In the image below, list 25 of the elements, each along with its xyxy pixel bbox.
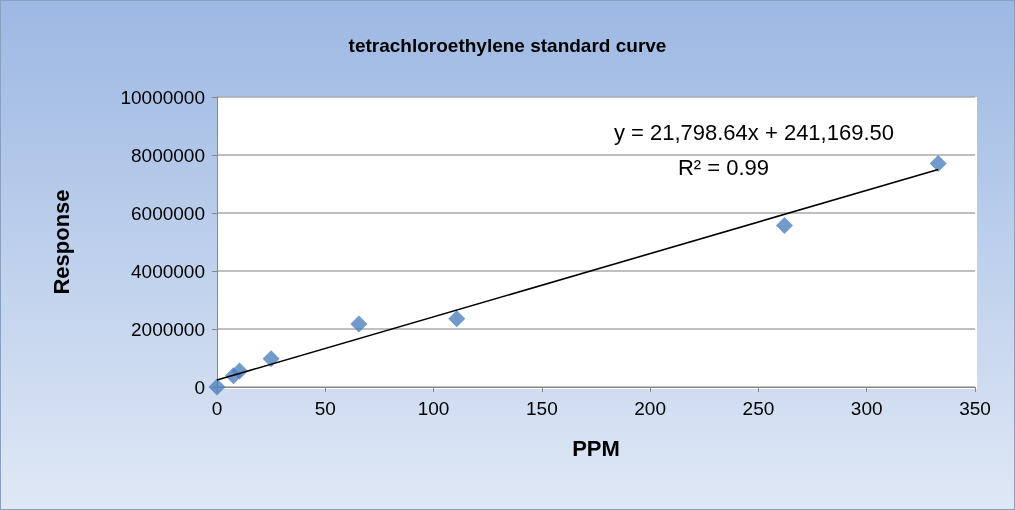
point <box>262 350 280 368</box>
point <box>208 378 226 396</box>
x-tick-label: 200 <box>634 398 666 419</box>
y-tick-label: 6000000 <box>131 202 205 224</box>
y-tick-label: 10000000 <box>120 86 205 108</box>
x-tick-label: 350 <box>959 398 991 419</box>
y-tick-label: 0 <box>194 376 205 398</box>
x-tick-label: 100 <box>417 398 450 419</box>
y-tick-label: 2000000 <box>131 318 205 340</box>
point <box>775 216 793 234</box>
annotation: y = 21,798.64x + 241,169.50 <box>613 119 894 145</box>
point <box>448 310 466 328</box>
x-tick-label: 50 <box>314 398 336 419</box>
x-tick-label: 150 <box>526 398 558 419</box>
x-tick-label: 0 <box>211 398 223 419</box>
chart-title: tetrachloroethylene standard curve <box>348 35 667 56</box>
point <box>929 154 947 172</box>
y-tick-label: 4000000 <box>131 260 205 282</box>
annotation: R² = 0.99 <box>677 154 769 180</box>
y-tick-label: 8000000 <box>131 144 205 166</box>
point <box>350 315 368 333</box>
x-tick-label: 250 <box>742 398 775 419</box>
x-tick-label: 300 <box>850 398 883 419</box>
y-axis-title: Response <box>48 189 74 295</box>
x-axis-title: PPM <box>572 435 620 461</box>
